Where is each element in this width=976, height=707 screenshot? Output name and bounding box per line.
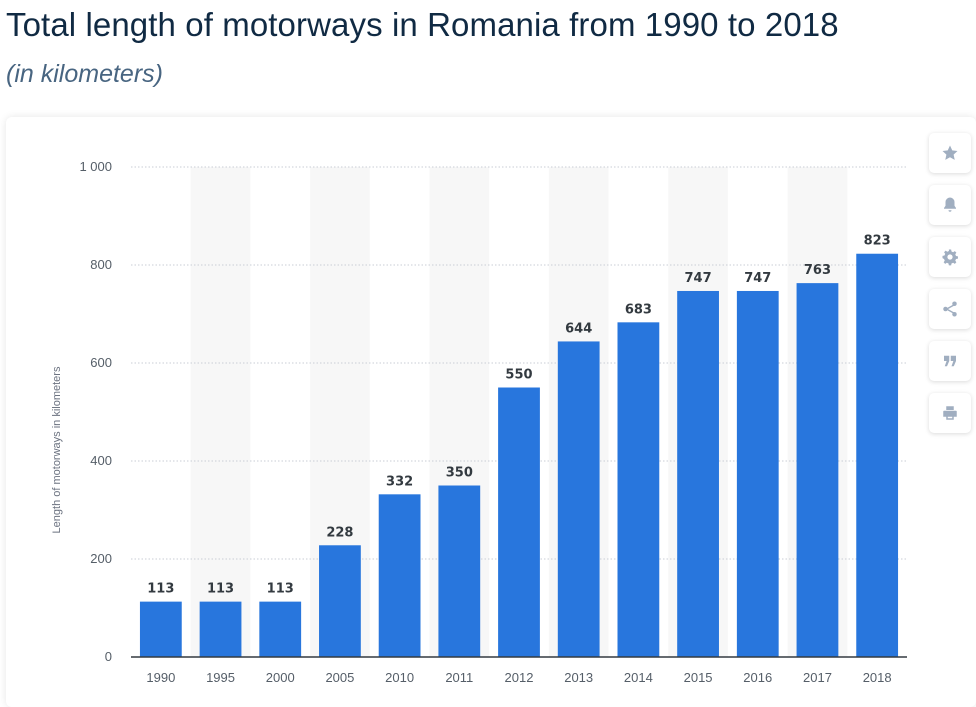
bar [438,485,481,657]
x-tick-label: 2016 [743,670,772,685]
bar [199,601,242,657]
x-tick-label: 1995 [206,670,235,685]
x-tick-label: 2010 [385,670,414,685]
data-label: 332 [386,474,413,489]
bell-icon [944,197,956,212]
bar [498,387,540,657]
x-tick-label: 2014 [624,670,653,685]
bar [557,341,600,657]
x-tick-label: 2005 [325,670,354,685]
bar [378,494,421,657]
quote-icon [944,355,956,367]
x-tick-label: 1990 [146,670,175,685]
settings-button[interactable] [929,237,971,277]
background-band [190,167,251,657]
favorite-button[interactable] [929,133,971,173]
bar [677,290,719,657]
x-tick-label: 2015 [684,670,713,685]
x-tick-label: 2000 [266,670,295,685]
data-label: 683 [625,302,652,317]
chart-title: Total length of motorways in Romania fro… [6,6,839,43]
bar [736,290,779,657]
notification-button[interactable] [929,185,971,225]
bar [139,601,182,657]
bar [319,545,361,657]
data-label: 228 [326,525,353,540]
share-icon [943,301,957,317]
data-label: 823 [864,234,891,249]
bar [796,283,839,657]
x-tick-label: 2012 [505,670,534,685]
data-label: 113 [147,582,174,597]
data-label: 113 [267,582,294,597]
star-icon [942,145,958,160]
y-tick-label: 1 000 [79,159,112,174]
share-button[interactable] [929,289,971,329]
data-label: 113 [207,582,234,597]
data-label: 747 [685,271,712,286]
bar [617,322,660,657]
data-label: 747 [744,271,771,286]
x-tick-label: 2011 [445,670,473,685]
bar [856,253,899,658]
y-tick-label: 800 [90,257,112,272]
y-tick-label: 400 [90,453,112,468]
y-axis-title: Length of motorways in kilometers [51,366,63,533]
y-tick-label: 0 [105,649,112,664]
print-button[interactable] [929,393,971,433]
data-label: 350 [446,466,473,481]
x-tick-label: 2018 [863,670,892,685]
cite-button[interactable] [929,341,971,381]
x-tick-label: 2013 [564,670,593,685]
y-tick-label: 200 [90,551,112,566]
chart-toolbar [929,133,973,445]
data-label: 644 [565,321,592,336]
chart-subtitle: (in kilometers) [6,60,163,88]
gear-icon [942,249,958,266]
data-label: 550 [505,368,532,383]
print-icon [943,406,957,420]
x-tick-label: 2017 [803,670,832,685]
data-label: 763 [804,263,831,278]
y-tick-label: 600 [90,355,112,370]
bar [259,601,302,657]
